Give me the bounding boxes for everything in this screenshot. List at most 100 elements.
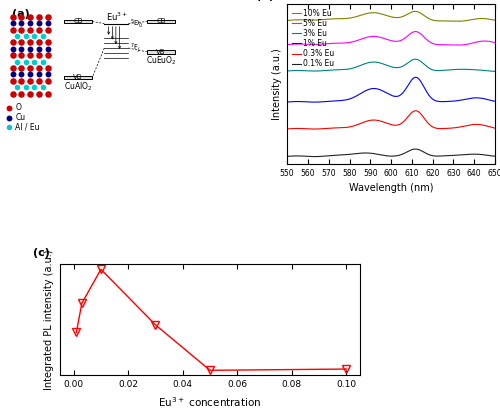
- 0.3% Eu: [284, 126, 290, 131]
- Point: [26, 78, 34, 84]
- Text: VB: VB: [74, 74, 83, 80]
- Point: [13, 84, 21, 91]
- Point: [35, 27, 43, 33]
- 3% Eu: [284, 69, 290, 73]
- Y-axis label: Integrated PL intensity (a.u.): Integrated PL intensity (a.u.): [44, 250, 54, 390]
- Text: $^5$D$_0$: $^5$D$_0$: [130, 17, 143, 30]
- 0.1% Eu: [412, 146, 418, 151]
- 0.3% Eu: [322, 126, 328, 131]
- Point: [35, 13, 43, 20]
- Point: [8, 27, 16, 33]
- 1% Eu: [312, 100, 318, 104]
- Point: [44, 71, 52, 78]
- 10% Eu: [321, 17, 327, 22]
- 5% Eu: [378, 35, 384, 40]
- 0.3% Eu: [442, 126, 448, 131]
- Point: [39, 58, 47, 65]
- 1% Eu: [284, 100, 290, 104]
- 0.1% Eu: [378, 153, 384, 157]
- 1% Eu: [338, 98, 344, 103]
- Point: [35, 71, 43, 78]
- Point: [26, 52, 34, 58]
- 0.1% Eu: [322, 154, 328, 159]
- Point: [8, 71, 16, 78]
- 5% Eu: [406, 32, 412, 37]
- 0.1% Eu: [492, 154, 498, 159]
- Text: (c): (c): [33, 248, 50, 257]
- Point: [8, 13, 16, 20]
- 3% Eu: [441, 68, 447, 73]
- Point: [22, 33, 30, 39]
- 1% Eu: [322, 99, 328, 104]
- 5% Eu: [441, 42, 447, 47]
- 3% Eu: [412, 57, 418, 62]
- Text: $^7$F$_J$: $^7$F$_J$: [130, 41, 140, 55]
- Point: [39, 84, 47, 91]
- Line: 0.1% Eu: 0.1% Eu: [287, 149, 495, 157]
- Point: [35, 78, 43, 84]
- Line: 1% Eu: 1% Eu: [287, 78, 495, 102]
- Point: [6, 114, 14, 121]
- 1% Eu: [442, 99, 448, 104]
- Text: (a): (a): [12, 9, 30, 19]
- Text: (b): (b): [256, 0, 274, 1]
- Point: [8, 20, 16, 27]
- Point: [18, 13, 25, 20]
- 5% Eu: [284, 42, 290, 47]
- Bar: [64, 75, 92, 79]
- 1% Eu: [424, 89, 430, 94]
- Text: CB: CB: [156, 18, 166, 24]
- 10% Eu: [338, 16, 344, 21]
- Point: [26, 65, 34, 71]
- 1% Eu: [492, 99, 498, 104]
- Point: [18, 27, 25, 33]
- 5% Eu: [338, 41, 344, 46]
- 5% Eu: [412, 29, 418, 34]
- 0.1% Eu: [312, 154, 318, 159]
- 5% Eu: [321, 42, 327, 47]
- 3% Eu: [338, 67, 344, 72]
- Point: [35, 46, 43, 52]
- 3% Eu: [406, 59, 412, 64]
- 0.3% Eu: [412, 108, 418, 113]
- 10% Eu: [441, 18, 447, 23]
- Point: [35, 39, 43, 46]
- Point: [18, 90, 25, 97]
- Point: [18, 71, 25, 78]
- Point: [13, 58, 21, 65]
- 10% Eu: [406, 11, 412, 16]
- Text: VB: VB: [156, 49, 166, 55]
- Point: [26, 46, 34, 52]
- Text: Eu$^{3+}$: Eu$^{3+}$: [106, 10, 128, 23]
- Point: [26, 90, 34, 97]
- 0.1% Eu: [284, 154, 290, 159]
- Bar: [147, 20, 175, 23]
- Point: [44, 65, 52, 71]
- Point: [35, 65, 43, 71]
- Line: 5% Eu: 5% Eu: [287, 31, 495, 45]
- 0.3% Eu: [424, 119, 430, 124]
- Point: [8, 65, 16, 71]
- 1% Eu: [412, 75, 418, 80]
- 0.3% Eu: [338, 125, 344, 130]
- 1% Eu: [378, 88, 384, 93]
- Point: [8, 39, 16, 46]
- Point: [26, 71, 34, 78]
- Point: [18, 46, 25, 52]
- Point: [18, 52, 25, 58]
- 0.1% Eu: [424, 151, 430, 156]
- Point: [44, 27, 52, 33]
- Point: [44, 39, 52, 46]
- 10% Eu: [424, 15, 430, 20]
- Point: [26, 39, 34, 46]
- 0.3% Eu: [492, 126, 498, 131]
- 10% Eu: [492, 18, 498, 23]
- 0.1% Eu: [442, 153, 448, 158]
- 0.1% Eu: [338, 153, 344, 157]
- Point: [44, 78, 52, 84]
- Point: [18, 65, 25, 71]
- 3% Eu: [321, 68, 327, 73]
- Point: [30, 84, 38, 91]
- Bar: [147, 50, 175, 53]
- Line: 0.3% Eu: 0.3% Eu: [287, 111, 495, 129]
